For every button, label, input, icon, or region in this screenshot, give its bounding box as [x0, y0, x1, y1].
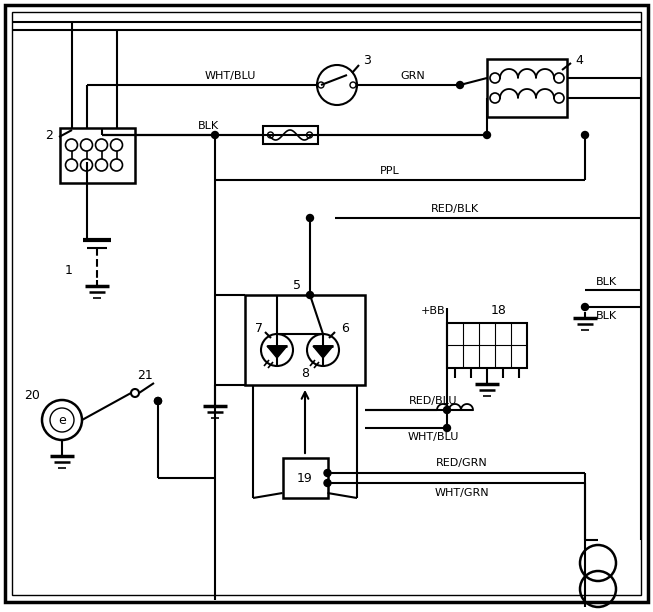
Circle shape [443, 425, 451, 431]
Text: 1: 1 [65, 264, 73, 277]
Text: BLK: BLK [197, 121, 219, 131]
Text: WHT/BLU: WHT/BLU [407, 432, 458, 442]
Bar [447, 323, 527, 367]
Text: WHT/GRN: WHT/GRN [435, 488, 489, 498]
Bar [245, 295, 365, 385]
Text: 19: 19 [297, 471, 313, 485]
Text: 6: 6 [341, 321, 349, 335]
Text: RED/GRN: RED/GRN [436, 458, 488, 468]
Text: 3: 3 [363, 53, 371, 67]
Text: e: e [58, 414, 66, 427]
Text: 4: 4 [575, 53, 583, 67]
Text: +BB: +BB [421, 305, 445, 316]
Circle shape [155, 398, 161, 405]
Text: PPL: PPL [380, 166, 400, 176]
Text: 2: 2 [45, 129, 53, 141]
Circle shape [212, 132, 219, 138]
Circle shape [324, 479, 331, 487]
Text: WHT/BLU: WHT/BLU [204, 71, 256, 81]
Circle shape [483, 132, 490, 138]
Polygon shape [313, 346, 333, 358]
Text: 5: 5 [293, 278, 301, 291]
Text: GRN: GRN [401, 71, 425, 81]
Bar [59, 127, 135, 182]
Bar [263, 126, 317, 144]
Text: BLK: BLK [596, 277, 616, 287]
Polygon shape [267, 346, 287, 358]
Text: 20: 20 [24, 389, 40, 401]
Circle shape [582, 304, 588, 310]
Circle shape [582, 132, 588, 138]
Text: RED/BLU: RED/BLU [409, 396, 457, 406]
Bar [283, 458, 328, 498]
Text: 18: 18 [491, 304, 507, 317]
Circle shape [443, 406, 451, 414]
Bar [487, 59, 567, 117]
Circle shape [155, 398, 161, 405]
Text: RED/BLK: RED/BLK [431, 204, 479, 214]
Text: BLK: BLK [596, 311, 616, 321]
Circle shape [306, 291, 313, 299]
Text: 21: 21 [137, 368, 153, 381]
Circle shape [306, 214, 313, 222]
Text: 8: 8 [301, 367, 309, 379]
Circle shape [324, 469, 331, 477]
Text: 7: 7 [255, 321, 263, 335]
Circle shape [456, 81, 464, 89]
